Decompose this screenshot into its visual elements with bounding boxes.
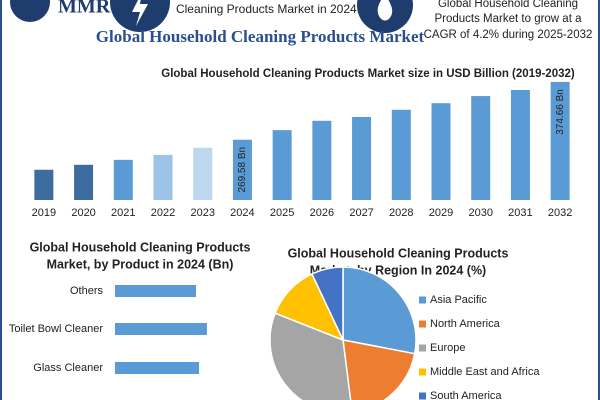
header-left-text: Cleaning Products Market in 2024. [176, 2, 360, 16]
bar [153, 154, 173, 200]
bar [74, 164, 94, 200]
x-tick-label: 2029 [429, 207, 453, 219]
bar [352, 116, 372, 200]
main-title: Global Household Cleaning Products Marke… [96, 27, 425, 46]
bar [115, 285, 196, 297]
x-tick-label: 2028 [389, 207, 413, 219]
x-tick-label: 2024 [230, 207, 254, 219]
pie-slice [342, 266, 417, 355]
x-tick-label: 2019 [32, 207, 56, 219]
legend-label: Europe [430, 342, 465, 354]
icon-bolt [132, 0, 148, 26]
bar [232, 139, 252, 200]
icon-flame [377, 0, 393, 21]
x-tick-label: 2027 [349, 207, 373, 219]
pie-slice [342, 339, 416, 400]
chart-title: Global Household Cleaning Products [288, 246, 509, 260]
legend-swatch [419, 368, 426, 376]
pie-slice [269, 312, 352, 400]
x-tick-label: 2032 [548, 207, 572, 219]
x-tick-label: 2021 [111, 207, 135, 219]
chart-title: Global Household Cleaning Products [30, 240, 251, 254]
logo-text: MMR [58, 0, 111, 18]
bar [113, 159, 133, 200]
data-label: 269.58 Bn [237, 147, 248, 193]
x-tick-label: 2023 [190, 207, 214, 219]
header-right-text: Products Market to grow at a [434, 13, 582, 25]
legend-label: South America [430, 390, 502, 400]
x-tick-label: 2022 [151, 207, 175, 219]
bar [391, 109, 411, 200]
bar [471, 96, 491, 200]
chart-title: Global Household Cleaning Products Marke… [161, 68, 575, 80]
x-tick-label: 2026 [310, 207, 334, 219]
x-tick-label: 2020 [71, 207, 95, 219]
bar [34, 169, 54, 200]
y-tick-label: Glass Cleaner [33, 362, 103, 374]
bar [550, 81, 570, 200]
x-tick-label: 2031 [508, 207, 532, 219]
bar [272, 130, 292, 200]
bar [312, 120, 332, 200]
legend-label: Middle East and Africa [430, 366, 540, 378]
header-right-text: Global Household Cleaning [438, 0, 578, 10]
bar [193, 147, 213, 200]
logo-globe [10, 0, 50, 22]
legend-label: North America [430, 318, 501, 330]
data-label: 374.66 Bn [555, 89, 566, 135]
x-tick-label: 2030 [468, 207, 492, 219]
legend-label: Asia Pacific [430, 294, 487, 306]
chart-title: Market, by Product in 2024 (Bn) [47, 257, 234, 271]
y-tick-label: Others [70, 285, 104, 297]
legend-swatch [419, 296, 426, 304]
bar [115, 362, 200, 374]
legend-swatch [419, 392, 426, 400]
pie-slice [310, 266, 344, 341]
bar [510, 90, 530, 200]
y-tick-label: Toilet Bowl Cleaner [9, 323, 103, 335]
x-tick-label: 2025 [270, 207, 294, 219]
header-right-text: CAGR of 4.2% during 2025-2032 [424, 29, 593, 41]
legend-swatch [419, 320, 426, 328]
bar [115, 323, 207, 335]
bar [431, 103, 451, 200]
legend-swatch [419, 344, 426, 352]
